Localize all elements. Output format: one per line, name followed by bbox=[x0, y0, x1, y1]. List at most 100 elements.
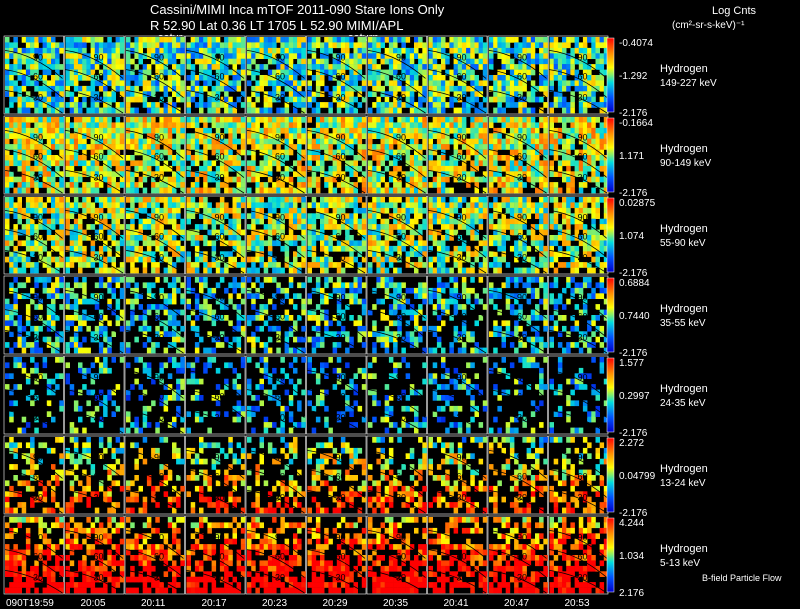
pixel-cell bbox=[51, 218, 56, 225]
pixel-cell bbox=[414, 245, 419, 252]
pixel-cell bbox=[311, 47, 317, 54]
contour-line bbox=[367, 50, 426, 79]
pixel-cell bbox=[562, 107, 567, 114]
pixel-cell bbox=[453, 144, 459, 150]
pixel-cell bbox=[25, 138, 31, 145]
pixel-cell bbox=[219, 138, 225, 145]
pixel-cell bbox=[301, 240, 306, 247]
pixel-cell bbox=[203, 69, 208, 76]
pixel-cell bbox=[497, 117, 502, 123]
pixel-cell bbox=[98, 133, 104, 139]
pixel-cell bbox=[497, 240, 502, 247]
pixel-cell bbox=[38, 224, 43, 230]
pixel-cell bbox=[380, 176, 385, 183]
pixel-cell bbox=[236, 224, 242, 230]
contour-line bbox=[125, 210, 184, 239]
pixel-cell bbox=[422, 127, 427, 134]
pixel-cell bbox=[134, 42, 139, 49]
pixel-cell bbox=[232, 187, 237, 194]
pixel-cell bbox=[466, 176, 471, 183]
pixel-cell bbox=[514, 138, 519, 145]
pixel-cell bbox=[228, 155, 233, 161]
pixel-cell bbox=[414, 187, 419, 194]
pixel-cell bbox=[190, 96, 196, 103]
pixel-cell bbox=[493, 165, 498, 172]
pixel-cell bbox=[409, 91, 415, 97]
pixel-cell bbox=[418, 256, 423, 263]
pixel-cell bbox=[176, 47, 181, 54]
pixel-cell bbox=[574, 165, 580, 172]
pixel-cell bbox=[73, 80, 79, 87]
pixel-cell bbox=[349, 91, 354, 97]
pixel-cell bbox=[466, 47, 471, 54]
pixel-cell bbox=[336, 182, 342, 188]
pixel-cell bbox=[428, 160, 433, 167]
pixel-cell bbox=[46, 117, 52, 123]
pixel-cell bbox=[549, 107, 554, 114]
pixel-cell bbox=[17, 149, 22, 156]
pixel-cell bbox=[376, 224, 381, 230]
pixel-cell bbox=[34, 160, 39, 167]
pixel-cell bbox=[73, 42, 79, 49]
pixel-cell bbox=[167, 37, 173, 43]
pixel-cell bbox=[111, 224, 116, 230]
pixel-cell bbox=[211, 102, 217, 108]
pixel-cell bbox=[17, 75, 22, 81]
pixel-cell bbox=[240, 240, 246, 247]
pixel-cell bbox=[42, 262, 48, 268]
pixel-cell bbox=[587, 53, 592, 59]
pixel-cell bbox=[151, 85, 156, 92]
pixel-cell bbox=[172, 207, 177, 214]
pixel-cell bbox=[526, 256, 532, 263]
pixel-cell bbox=[599, 64, 605, 70]
pixel-cell bbox=[441, 149, 446, 156]
pixel-cell bbox=[276, 176, 281, 183]
pixel-cell bbox=[307, 224, 312, 230]
pixel-cell bbox=[562, 80, 567, 87]
pixel-cell bbox=[457, 91, 463, 97]
pixel-cell bbox=[167, 85, 173, 92]
pixel-cell bbox=[509, 155, 515, 161]
pixel-cell bbox=[65, 102, 70, 108]
pixel-cell bbox=[288, 229, 294, 236]
pixel-cell bbox=[55, 75, 60, 81]
pixel-cell bbox=[353, 245, 358, 252]
pixel-cell bbox=[518, 165, 523, 172]
pixel-cell bbox=[422, 80, 427, 87]
pixel-cell bbox=[518, 80, 523, 87]
pixel-cell bbox=[111, 122, 116, 129]
pixel-cell bbox=[578, 240, 584, 247]
pixel-cell bbox=[219, 229, 225, 236]
pixel-cell bbox=[301, 251, 306, 257]
pixel-cell bbox=[368, 58, 373, 65]
pixel-cell bbox=[155, 202, 160, 209]
pixel-cell bbox=[280, 213, 285, 219]
pixel-cell bbox=[361, 85, 367, 92]
pixel-cell bbox=[315, 144, 321, 150]
pixel-cell bbox=[553, 187, 559, 194]
pixel-cell bbox=[591, 122, 596, 129]
pixel-cell bbox=[155, 127, 160, 134]
pixel-cell bbox=[566, 218, 571, 225]
pixel-cell bbox=[215, 127, 221, 134]
pixel-cell bbox=[397, 75, 402, 81]
pixel-cell bbox=[17, 251, 22, 257]
pixel-cell bbox=[247, 53, 252, 59]
pixel-cell bbox=[46, 235, 52, 241]
pixel-cell bbox=[211, 37, 217, 43]
contour-line bbox=[367, 170, 426, 194]
pixel-cell bbox=[457, 267, 463, 274]
pixel-cell bbox=[301, 138, 306, 145]
pixel-cell bbox=[297, 117, 302, 123]
pixel-cell bbox=[13, 42, 18, 49]
pixel-cell bbox=[159, 176, 164, 183]
pixel-cell bbox=[457, 149, 463, 156]
pixel-cell bbox=[94, 37, 100, 43]
pixel-cell bbox=[501, 182, 506, 188]
pixel-cell bbox=[380, 85, 385, 92]
pixel-cell bbox=[38, 149, 43, 156]
pixel-cell bbox=[345, 80, 350, 87]
pixel-cell bbox=[190, 235, 196, 241]
pixel-cell bbox=[328, 187, 333, 194]
pixel-cell bbox=[190, 47, 196, 54]
